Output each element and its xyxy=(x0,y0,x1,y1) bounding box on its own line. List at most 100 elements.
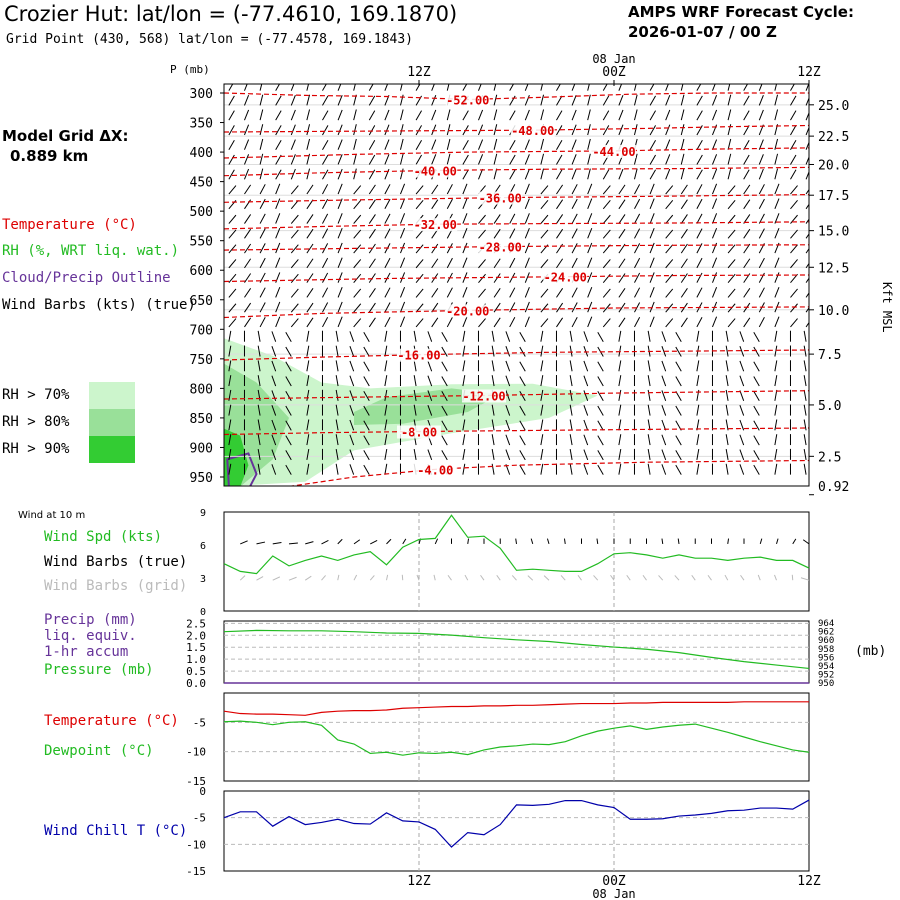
upper-wind-barb xyxy=(368,139,376,150)
upper-wind-barb xyxy=(285,405,292,416)
wind-barb-grid xyxy=(304,575,312,581)
upper-wind-barb xyxy=(493,273,501,283)
upper-wind-barb xyxy=(306,94,311,106)
upper-wind-barb xyxy=(493,138,498,150)
station-title: Crozier Hut: lat/lon = (-77.4610, 169.18… xyxy=(4,2,458,26)
wind-barb-grid xyxy=(337,574,340,581)
upper-wind-barb xyxy=(618,84,623,91)
upper-wind-barb xyxy=(587,84,590,91)
upper-wind-barb xyxy=(774,138,779,150)
upper-wind-barb xyxy=(353,153,357,165)
upper-wind-barb xyxy=(322,184,329,195)
upper-wind-barb xyxy=(427,405,433,416)
legend-rh70-swatch xyxy=(89,382,135,409)
upper-wind-barb xyxy=(540,345,544,357)
upper-wind-barb xyxy=(493,153,498,165)
upper-wind-barb xyxy=(368,199,376,210)
upper-wind-barb xyxy=(413,375,417,387)
upper-wind-barb xyxy=(431,154,437,165)
upper-wind-barb xyxy=(743,169,750,180)
upper-wind-barb xyxy=(259,257,266,269)
upper-wind-barb xyxy=(633,168,638,180)
upper-wind-barb xyxy=(803,345,807,357)
upper-wind-barb xyxy=(491,375,495,387)
upper-wind-barb xyxy=(739,464,745,475)
upper-wind-barb xyxy=(322,125,329,136)
upper-wind-barb xyxy=(257,330,261,342)
upper-wind-barb xyxy=(602,169,610,180)
upper-wind-barb xyxy=(259,287,266,298)
upper-wind-barb xyxy=(790,154,797,165)
pressure-tick-label: 900 xyxy=(190,441,213,456)
upper-wind-barb xyxy=(712,242,718,254)
upper-wind-barb xyxy=(259,302,266,313)
upper-wind-barb xyxy=(675,464,682,475)
precip-tick-label: 2.5 xyxy=(186,617,206,630)
upper-wind-barb xyxy=(259,124,264,136)
upper-wind-barb xyxy=(462,463,466,475)
upper-wind-barb xyxy=(290,318,299,328)
upper-wind-barb xyxy=(306,360,310,372)
upper-wind-barb xyxy=(353,185,362,195)
upper-wind-barb xyxy=(758,184,765,195)
height-tick-label: 0.92 xyxy=(818,480,849,495)
upper-wind-barb xyxy=(353,273,362,283)
upper-wind-barb xyxy=(275,84,281,91)
upper-wind-barb xyxy=(285,450,292,461)
legend-temperature: Temperature (°C) xyxy=(2,217,137,233)
upper-wind-barb xyxy=(524,109,530,121)
pressure-tick-label: 950 xyxy=(190,471,213,486)
upper-wind-barb xyxy=(680,153,685,165)
temperature-line xyxy=(223,701,809,716)
upper-wind-barb xyxy=(271,464,277,475)
upper-wind-barb xyxy=(665,244,674,254)
upper-wind-barb xyxy=(774,287,780,298)
upper-wind-barb xyxy=(556,139,563,150)
legend-wind-speed: Wind Spd (kts) xyxy=(44,529,163,545)
model-grid-value: 0.889 km xyxy=(10,147,89,165)
upper-wind-barb xyxy=(306,404,310,416)
upper-wind-barb xyxy=(774,448,778,460)
upper-wind-barb xyxy=(462,242,468,254)
upper-wind-barb xyxy=(649,125,657,136)
upper-wind-barb xyxy=(587,168,591,180)
upper-wind-barb xyxy=(618,258,626,269)
wind-tick-label: 3 xyxy=(200,574,206,585)
wind-barb-grid xyxy=(577,574,582,581)
upper-wind-barb xyxy=(337,84,342,91)
upper-wind-barb xyxy=(753,361,760,372)
upper-wind-barb xyxy=(259,153,264,165)
upper-wind-barb xyxy=(363,376,370,387)
upper-wind-barb xyxy=(758,316,765,328)
upper-wind-barb xyxy=(712,287,718,298)
upper-wind-barb xyxy=(524,257,530,269)
pressure-tick-label: 954 xyxy=(818,662,834,672)
height-tick-label: 12.5 xyxy=(818,261,849,276)
upper-wind-barb xyxy=(649,301,655,313)
upper-wind-barb xyxy=(431,139,437,150)
wind-barb-true xyxy=(677,538,680,544)
upper-wind-barb xyxy=(675,376,682,387)
upper-wind-barb xyxy=(696,95,703,106)
upper-wind-barb xyxy=(353,303,362,313)
upper-wind-barb xyxy=(275,125,282,136)
legend-rh90-swatch xyxy=(89,436,135,463)
upper-wind-barb xyxy=(571,257,578,269)
pressure-tick-label: 950 xyxy=(818,679,834,689)
wind-barb-grid xyxy=(353,574,358,581)
wind-barb-true xyxy=(515,538,517,544)
height-tick-label: 22.5 xyxy=(818,130,849,145)
upper-wind-barb xyxy=(228,389,232,401)
upper-wind-barb xyxy=(743,95,750,106)
upper-wind-barb xyxy=(399,153,404,165)
upper-wind-barb xyxy=(228,95,235,106)
upper-wind-barb xyxy=(285,391,292,402)
upper-wind-barb xyxy=(587,153,591,165)
upper-wind-barb xyxy=(322,272,329,283)
upper-wind-barb xyxy=(540,259,549,269)
upper-wind-barb xyxy=(665,168,671,180)
upper-wind-barb xyxy=(244,139,250,150)
upper-wind-barb xyxy=(680,243,688,254)
pressure-tick-label: 300 xyxy=(190,87,213,102)
precip-tick-label: 1.0 xyxy=(186,653,206,666)
